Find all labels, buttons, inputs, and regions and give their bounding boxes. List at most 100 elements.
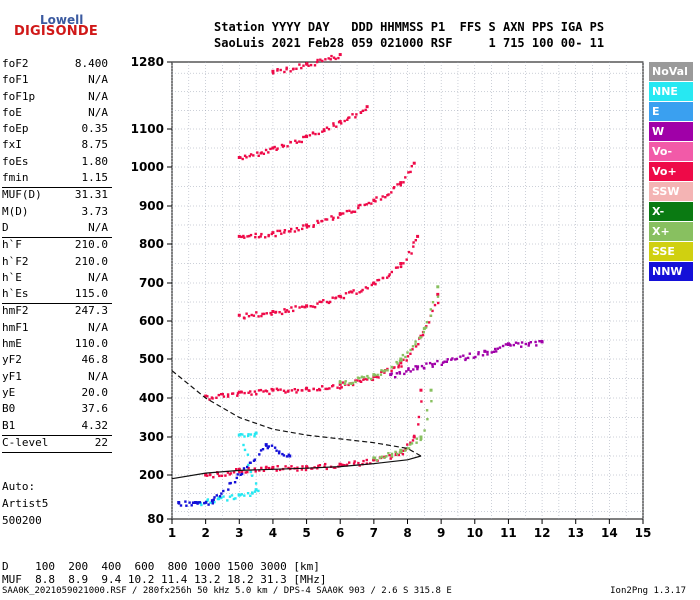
echo-point xyxy=(325,467,328,471)
echo-point xyxy=(409,443,412,446)
echo-point xyxy=(346,118,349,121)
param-key: h`E xyxy=(2,270,22,284)
echo-point xyxy=(362,378,365,381)
echo-point xyxy=(483,349,486,353)
echo-point xyxy=(287,389,290,392)
echo-point xyxy=(382,370,385,373)
echo-point xyxy=(411,439,415,442)
echo-point xyxy=(370,283,373,287)
echo-point xyxy=(233,481,237,484)
legend-item-x-: X+ xyxy=(649,222,693,241)
echo-point xyxy=(345,209,349,213)
echo-point xyxy=(313,306,317,309)
echo-point xyxy=(344,380,347,383)
echo-point xyxy=(276,69,279,72)
echo-point xyxy=(279,68,282,72)
echo-point xyxy=(407,368,410,371)
y-tick-label: 500 xyxy=(139,352,164,366)
echo-point xyxy=(254,236,257,239)
echo-point xyxy=(385,455,388,458)
echo-point xyxy=(222,495,225,498)
echo-point xyxy=(237,234,241,238)
echo-point xyxy=(206,498,210,501)
param-value: 1.15 xyxy=(81,171,109,185)
echo-point xyxy=(326,387,329,391)
echo-point xyxy=(366,378,369,381)
echo-point xyxy=(419,336,423,339)
echo-point xyxy=(332,124,335,127)
y-tick-label: 1000 xyxy=(131,160,164,174)
echo-point xyxy=(257,389,261,392)
param-row: yF2 46.8 xyxy=(2,353,112,369)
echo-point xyxy=(283,308,286,311)
echo-point xyxy=(289,70,292,73)
echo-point xyxy=(446,358,449,361)
muf-value-row: MUF 8.8 8.9 9.4 10.2 11.4 13.2 18.2 31.3… xyxy=(2,573,327,586)
echo-point xyxy=(274,311,277,314)
echo-point xyxy=(430,400,433,403)
param-key: B0 xyxy=(2,402,16,416)
param-value: 31.31 xyxy=(74,188,108,202)
echo-point xyxy=(348,209,351,212)
echo-point xyxy=(420,400,423,403)
echo-point xyxy=(285,309,289,312)
echo-point xyxy=(258,453,261,456)
echo-point xyxy=(275,148,278,151)
echo-point xyxy=(277,452,281,455)
echo-point xyxy=(372,373,376,377)
echo-point xyxy=(380,370,383,374)
echo-point xyxy=(306,225,309,228)
param-row: hmF1 N/A xyxy=(2,321,112,337)
echo-point xyxy=(212,501,215,504)
polarization-legend: NoVal NNE E W Vo- Vo+ SSW X- X+ SSE NNW xyxy=(649,62,693,282)
echo-point xyxy=(301,227,304,231)
echo-point xyxy=(268,392,271,396)
param-value: 210.0 xyxy=(74,254,108,268)
echo-point xyxy=(414,345,418,348)
echo-point xyxy=(317,464,320,468)
echo-point xyxy=(377,376,380,379)
echo-point xyxy=(399,181,403,185)
echo-point xyxy=(383,371,386,374)
echo-point xyxy=(338,462,342,466)
echo-point xyxy=(464,358,467,362)
echo-point xyxy=(305,465,309,469)
echo-point xyxy=(220,393,223,396)
echo-point xyxy=(257,489,260,493)
echo-point xyxy=(372,199,376,202)
echo-point xyxy=(504,343,508,346)
echo-point xyxy=(419,334,423,338)
echo-point xyxy=(302,135,305,139)
echo-point xyxy=(264,389,267,392)
echo-point xyxy=(243,435,246,438)
echo-point xyxy=(270,467,273,470)
param-key: hmF2 xyxy=(2,304,29,318)
legend-item-noval: NoVal xyxy=(649,62,693,81)
echo-point xyxy=(237,390,241,394)
param-key: fxI xyxy=(2,138,22,152)
echo-point xyxy=(332,216,335,219)
echo-point xyxy=(307,225,311,228)
echo-point xyxy=(226,393,230,396)
echo-point xyxy=(406,355,410,358)
echo-point xyxy=(338,382,342,386)
echo-point xyxy=(512,343,515,347)
echo-point xyxy=(355,113,358,116)
echo-point xyxy=(372,375,376,379)
param-row: hmE 110.0 xyxy=(2,337,112,353)
echo-point xyxy=(328,387,331,390)
param-separator xyxy=(2,237,112,239)
echo-point xyxy=(406,351,409,354)
echo-point xyxy=(270,232,273,236)
echo-point xyxy=(240,390,243,393)
echo-point xyxy=(285,455,289,458)
echo-point xyxy=(332,384,335,387)
echo-point xyxy=(401,453,405,456)
echo-point xyxy=(316,219,319,223)
echo-point xyxy=(217,393,220,397)
echo-point xyxy=(249,470,252,473)
auto-scaling-label: Auto: xyxy=(2,480,36,493)
echo-point xyxy=(206,395,209,398)
param-row: foEs 1.80 xyxy=(2,155,112,171)
echo-point xyxy=(302,224,305,227)
